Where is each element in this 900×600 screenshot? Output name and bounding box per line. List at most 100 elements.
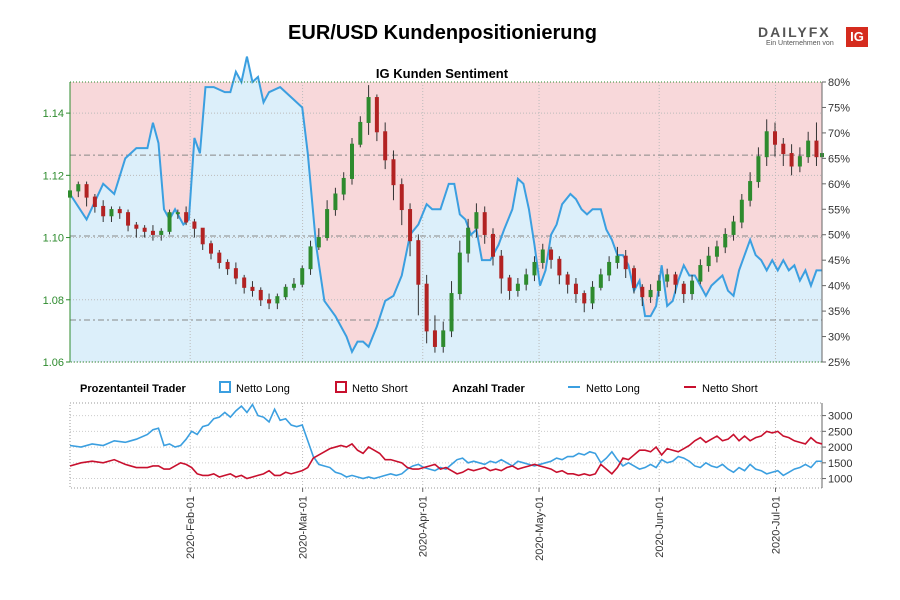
candle-body	[117, 209, 122, 214]
candle-body	[275, 296, 280, 304]
candle-body	[797, 156, 802, 167]
candle-body	[690, 280, 695, 295]
candle-body	[84, 184, 89, 198]
x-axis: 2020-Feb-01 2020-Mar-01 2020-Apr-01 2020-Ma…	[185, 488, 782, 561]
candle-body	[632, 268, 636, 288]
x-tick-label: 2020-Jul-01	[770, 496, 782, 554]
candle-body	[457, 252, 462, 295]
candle-body	[673, 274, 678, 285]
candle-body	[466, 227, 471, 254]
candle-body	[92, 196, 97, 207]
count-tick-label: 1500	[828, 458, 852, 470]
legend-long-swatch	[219, 381, 231, 393]
candle-body	[432, 330, 437, 347]
candle-body	[225, 261, 230, 270]
candle-body	[781, 143, 786, 155]
right-tick-label: 25%	[828, 357, 850, 369]
candle-body	[134, 224, 139, 229]
right-tick-label: 50%	[828, 230, 850, 242]
candle-body	[615, 255, 620, 263]
candle-body	[358, 121, 363, 145]
x-tick-label: 2020-May-01	[534, 496, 546, 561]
left-tick-label: 1.14	[43, 108, 64, 120]
candle-body	[573, 283, 578, 295]
chart-subtitle: IG Kunden Sentiment	[376, 66, 509, 81]
candle-body	[242, 277, 247, 288]
candle-body	[192, 221, 197, 229]
candle-body	[184, 212, 189, 223]
candle-body	[565, 274, 570, 285]
right-tick-label: 30%	[828, 332, 850, 344]
candle-body	[200, 227, 205, 245]
legend-group1-label: Prozentanteil Trader	[80, 383, 186, 395]
candle-body	[582, 293, 587, 304]
count-line-netto-long	[69, 403, 822, 480]
netto-long-sentiment-line	[69, 56, 822, 355]
candle-body	[706, 255, 711, 267]
x-tick-label: 2020-Jun-01	[654, 496, 666, 558]
netto-long-area	[70, 56, 822, 362]
candle-body	[607, 261, 612, 276]
candle-body	[557, 258, 562, 276]
candle-body	[308, 246, 313, 270]
candle-body	[333, 193, 338, 211]
candle-body	[267, 299, 272, 304]
count-panel: 3000 2500 2000 1500 1000	[69, 402, 852, 489]
dailyfx-logo[interactable]: DAILYFX IG Ein Unternehmen von	[758, 24, 870, 50]
ig-logo-icon: IG	[846, 27, 868, 47]
candle-body	[739, 199, 744, 223]
logo-tagline: Ein Unternehmen von	[766, 40, 834, 47]
count-frame	[69, 402, 823, 489]
candle-body	[441, 330, 446, 347]
candle-body	[150, 230, 155, 235]
count-tick-label: 1000	[828, 474, 852, 486]
candle-body	[76, 184, 81, 192]
candle-body	[482, 212, 487, 235]
candle-body	[540, 249, 545, 263]
candle-body	[399, 184, 404, 211]
candle-body	[806, 140, 811, 158]
count-tick-label: 2500	[828, 426, 852, 438]
candle-body	[175, 212, 180, 215]
candle-body	[391, 159, 396, 186]
count-tick-label: 2000	[828, 442, 852, 454]
candle-body	[209, 243, 213, 254]
right-tick-label: 40%	[828, 281, 850, 293]
count-tick-label: 3000	[828, 411, 852, 423]
left-tick-label: 1.06	[43, 357, 64, 369]
candle-body	[325, 209, 330, 239]
candle-body	[424, 283, 429, 332]
right-tick-label: 55%	[828, 204, 850, 216]
candle-body	[126, 212, 131, 226]
right-tick-label: 45%	[828, 255, 850, 267]
count-line-netto-short	[69, 430, 823, 480]
candle-body	[142, 227, 147, 232]
candle-body	[383, 131, 388, 161]
legend: Prozentanteil Trader Netto Long Netto Sh…	[80, 381, 758, 395]
left-tick-label: 1.12	[43, 170, 64, 182]
candle-body	[756, 156, 761, 183]
right-tick-label: 80%	[828, 77, 850, 89]
candle-body	[590, 286, 595, 304]
candle-body	[681, 283, 686, 295]
candle-body	[773, 131, 777, 145]
candle-body	[291, 283, 296, 288]
candle-body	[764, 131, 769, 158]
legend-short-swatch	[335, 381, 347, 393]
right-tick-label: 70%	[828, 128, 850, 140]
candle-body	[217, 252, 222, 263]
legend-group1-long: Netto Long	[236, 383, 290, 395]
candle-body	[698, 265, 703, 282]
candle-body	[789, 153, 794, 167]
candle-body	[416, 240, 421, 285]
candle-body	[109, 209, 114, 217]
candle-body	[648, 289, 653, 298]
candle-body	[159, 230, 164, 235]
candle-body	[449, 293, 454, 332]
legend-group2-long: Netto Long	[586, 383, 640, 395]
candle-body	[640, 286, 645, 298]
candle-body	[549, 249, 554, 260]
candle-body	[665, 274, 670, 282]
right-tick-label: 60%	[828, 179, 850, 191]
